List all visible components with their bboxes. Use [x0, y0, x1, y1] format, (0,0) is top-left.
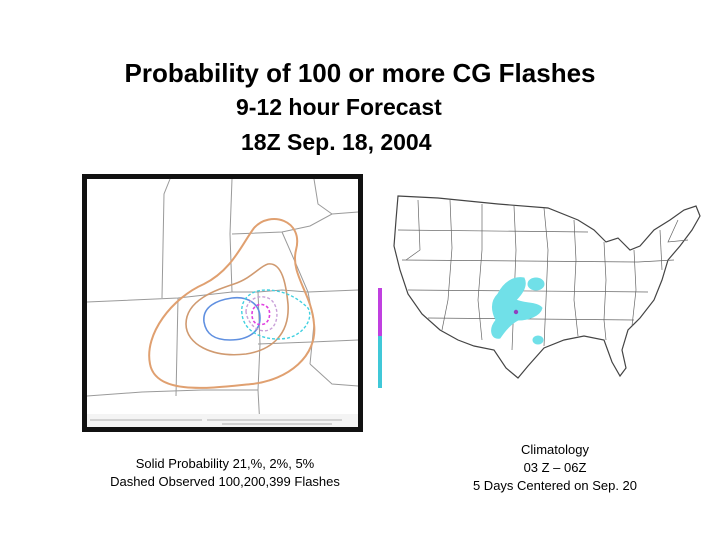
shading-missouri: [527, 277, 545, 291]
forecast-contours: [148, 218, 316, 389]
scale-high: [378, 288, 382, 336]
contour-outer: [148, 218, 316, 389]
contour-inner: [203, 296, 261, 341]
right-caption: Climatology 03 Z – 06Z 5 Days Centered o…: [395, 441, 715, 495]
climatology-window: 5 Days Centered on Sep. 20: [472, 478, 638, 493]
observed-399: [251, 303, 271, 326]
climatology-hours: 03 Z – 06Z: [523, 460, 587, 475]
map-footer-label: [90, 419, 342, 425]
left-caption: Solid Probability 21,%, 2%, 5% Dashed Ob…: [80, 455, 370, 491]
climatology-shading: [491, 277, 545, 345]
climatology-map: [393, 195, 701, 379]
us-outline: [393, 195, 701, 379]
left-caption-solid: Solid Probability 21,%, 2%, 5%: [135, 456, 315, 471]
state-boundaries: [86, 178, 359, 428]
forecast-map: [82, 174, 363, 432]
forecast-date: 18Z Sep. 18, 2004: [241, 129, 432, 155]
observed-200: [245, 296, 278, 332]
colour-scale: [378, 288, 382, 388]
observed-contours: [241, 289, 311, 340]
scale-low: [378, 336, 382, 388]
shading-central-plains: [491, 277, 543, 339]
left-caption-dashed: Dashed Observed 100,200,399 Flashes: [110, 474, 340, 489]
slide-title: Probability of 100 or more CG Flashes: [124, 58, 596, 88]
map-background: [87, 179, 358, 427]
forecast-range: 9-12 hour Forecast: [236, 94, 442, 120]
state-grid: [397, 199, 689, 351]
climatology-label: Climatology: [521, 442, 589, 457]
shading-peak: [513, 309, 519, 315]
observed-100: [241, 289, 311, 340]
contour-middle: [185, 263, 289, 356]
shading-gulf: [532, 335, 544, 345]
